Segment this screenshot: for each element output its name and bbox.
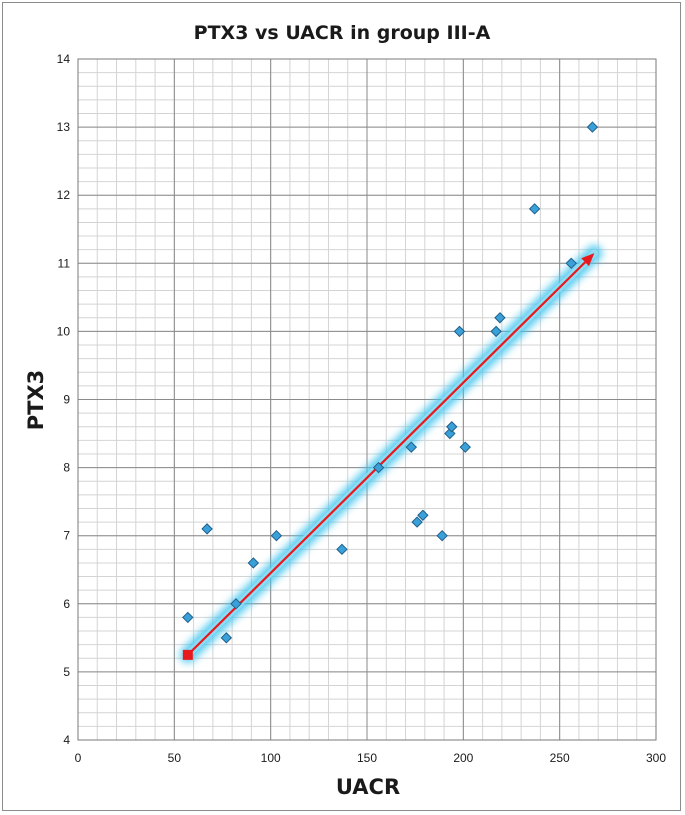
data-point xyxy=(201,523,213,535)
data-point xyxy=(411,516,423,528)
trend-arrowhead xyxy=(581,253,595,267)
data-point xyxy=(247,557,260,569)
y-tick-label: 8 xyxy=(63,461,70,475)
y-tick-label: 12 xyxy=(57,188,71,202)
y-axis-title: PTX3 xyxy=(24,370,48,431)
trend-start-marker xyxy=(182,649,193,660)
data-point xyxy=(436,529,448,542)
y-tick-label: 10 xyxy=(57,324,71,338)
data-point xyxy=(528,203,541,215)
x-tick-label: 50 xyxy=(168,751,182,765)
x-tick-label: 200 xyxy=(453,751,473,765)
data-point xyxy=(586,121,599,133)
data-point xyxy=(182,611,194,624)
y-tick-label: 11 xyxy=(58,256,71,270)
data-point xyxy=(446,421,458,433)
x-tick-label: 0 xyxy=(75,751,82,765)
x-tick-label: 150 xyxy=(357,751,377,765)
major-gridlines xyxy=(77,58,657,741)
x-axis-ticks: 0 50 100 150 200 250 300 xyxy=(75,751,667,765)
y-tick-label: 9 xyxy=(63,393,70,407)
x-tick-label: 250 xyxy=(550,751,570,765)
data-point xyxy=(405,441,418,453)
data-point xyxy=(417,509,429,521)
trend-line xyxy=(187,261,586,656)
chart-title: PTX3 vs UACR in group III-A xyxy=(194,22,491,44)
data-point xyxy=(490,325,502,338)
data-points xyxy=(182,121,599,644)
y-tick-label: 5 xyxy=(63,665,70,679)
y-axis-ticks: 4 5 6 7 8 9 10 11 12 13 14 xyxy=(57,52,71,747)
y-tick-label: 13 xyxy=(57,120,71,134)
data-point xyxy=(494,312,506,324)
data-point xyxy=(230,598,242,610)
data-point xyxy=(270,529,283,542)
data-point xyxy=(220,632,233,644)
plot-border xyxy=(77,58,657,741)
data-point xyxy=(336,543,348,556)
x-axis-title: UACR xyxy=(336,775,400,799)
y-tick-label: 4 xyxy=(63,733,70,747)
data-point xyxy=(459,441,471,453)
x-tick-label: 300 xyxy=(646,751,666,765)
trend-arrow-group xyxy=(179,245,603,663)
data-point xyxy=(453,325,466,338)
y-tick-label: 14 xyxy=(57,52,71,66)
y-tick-label: 7 xyxy=(63,529,70,543)
scatter-chart: PTX3 vs UACR in group III-A 0 50 100 150 200… xyxy=(24,22,667,799)
y-tick-label: 6 xyxy=(63,597,70,611)
x-tick-label: 100 xyxy=(261,751,281,765)
data-point xyxy=(372,461,385,474)
data-point xyxy=(565,257,577,270)
